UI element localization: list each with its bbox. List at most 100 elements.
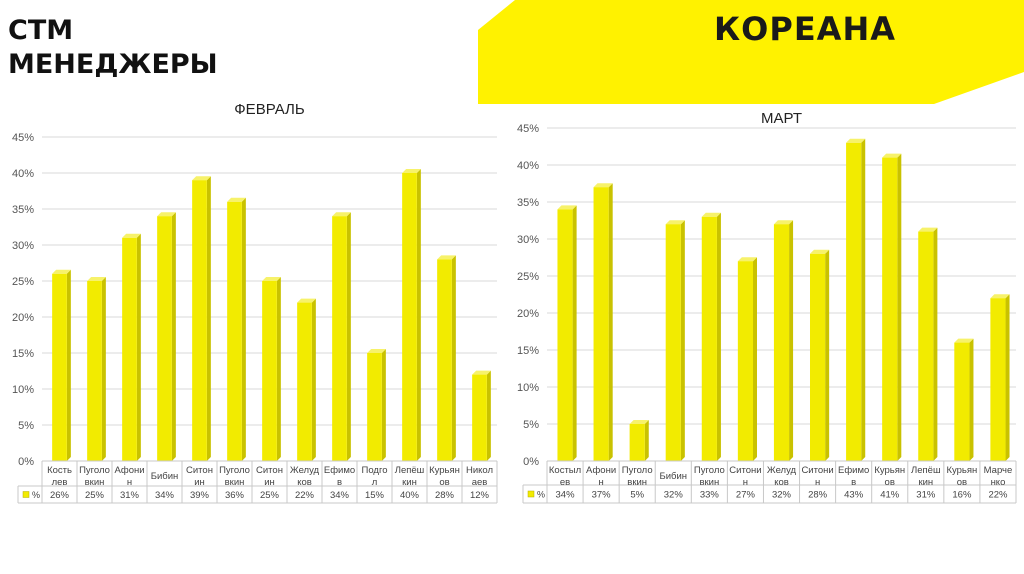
mar-bar-top	[882, 153, 902, 158]
feb-table-value: 25%	[85, 490, 105, 501]
mar-bar-face	[665, 224, 681, 461]
mar-bar-face	[593, 187, 609, 461]
mar-table-value: 43%	[844, 490, 864, 501]
mar-table-value: 41%	[880, 490, 900, 501]
mar-category-label: Желуд ков	[767, 465, 797, 488]
mar-bar-top	[773, 220, 794, 225]
mar-ytick-label: 25%	[517, 271, 539, 283]
feb-table-value: 15%	[365, 490, 385, 501]
page-title-line1: СТМ	[8, 15, 74, 46]
mar-category-label: Бибин	[659, 471, 687, 482]
mar-bar-top	[701, 212, 721, 217]
mar-ytick-label: 5%	[523, 419, 539, 431]
feb-bar-top	[192, 176, 211, 181]
feb-table-value: 25%	[260, 490, 280, 501]
feb-bar	[402, 169, 421, 461]
feb-category-label: Ситон ин	[186, 465, 213, 488]
feb-bar-side	[346, 212, 351, 461]
mar-bar	[954, 338, 974, 461]
feb-bar-top	[227, 197, 246, 202]
feb-ytick-label: 0%	[18, 456, 34, 468]
feb-bar-face	[437, 259, 452, 461]
feb-bar	[122, 233, 141, 461]
mar-bar-top	[665, 220, 685, 225]
feb-bar	[227, 197, 246, 462]
mar-legend-key	[527, 490, 535, 498]
feb-ytick-label: 40%	[12, 168, 34, 180]
mar-category-label: Ситони н	[801, 465, 833, 488]
feb-bar-top	[52, 269, 71, 274]
mar-category-label: Курьян ов	[946, 465, 977, 488]
feb-bar-side	[381, 349, 386, 461]
mar-title: МАРТ	[761, 110, 802, 127]
mar-bar-side	[752, 257, 757, 461]
feb-bar-face	[262, 281, 277, 461]
mar-bar	[737, 257, 757, 461]
mar-bar	[665, 220, 685, 461]
mar-bar-top	[990, 294, 1010, 299]
feb-ytick-label: 30%	[12, 240, 34, 252]
feb-bar	[192, 176, 211, 461]
feb-bar-top	[367, 349, 386, 353]
mar-bar-top	[593, 183, 613, 188]
mar-table-value: 34%	[556, 490, 576, 501]
feb-bar-face	[297, 302, 312, 461]
mar-bar-side	[933, 227, 938, 461]
mar-ytick-label: 0%	[523, 456, 539, 468]
mar-bar-side	[825, 249, 830, 461]
mar-bar	[773, 220, 794, 461]
feb-ytick-label: 10%	[12, 384, 34, 396]
feb-ytick-label: 35%	[12, 204, 34, 216]
feb-category-label: Подго л	[362, 465, 388, 488]
feb-bar-side	[66, 269, 71, 461]
feb-bar-face	[472, 374, 487, 461]
mar-bar-side	[897, 153, 902, 461]
feb-bar	[157, 212, 176, 461]
feb-bar-side	[311, 298, 316, 461]
mar-ytick-label: 40%	[517, 160, 539, 172]
chart-february: ФЕВРАЛЬ 0% 5% 10% 15% 20% 25% 30% 35% 40% 45% Кость…	[0, 95, 500, 515]
mar-bar-top	[737, 257, 757, 262]
mar-bar-face	[918, 231, 934, 461]
mar-bar-top	[918, 227, 938, 232]
mar-table-value: 32%	[772, 490, 792, 501]
feb-table-value: 12%	[470, 490, 490, 501]
mar-bar	[990, 294, 1010, 461]
feb-bar-side	[171, 212, 176, 461]
yellow-banner	[478, 0, 1024, 104]
mar-table-value: 5%	[630, 490, 644, 501]
mar-category-label: Лепёш кин	[911, 465, 941, 488]
mar-bar-side	[861, 138, 866, 462]
feb-bar-top	[472, 370, 491, 375]
feb-ytick-label: 5%	[18, 420, 34, 432]
mar-bar-side	[608, 183, 613, 461]
mar-bar	[918, 227, 938, 461]
mar-bar-side	[716, 212, 721, 461]
feb-table-value: 28%	[435, 490, 455, 501]
feb-bar	[367, 349, 386, 461]
feb-bar	[297, 298, 316, 461]
feb-category-label: Ефимо в	[324, 465, 355, 488]
feb-bar	[437, 255, 456, 461]
feb-category-label: Курьян ов	[429, 465, 460, 488]
mar-bar-face	[810, 253, 826, 461]
mar-bar-side	[969, 338, 974, 461]
chart-march-svg: МАРТ 0% 5% 10% 15% 20% 25% 30% 35% 40% 45% Костыл ев…	[517, 110, 1017, 504]
page-title-line2: МЕНЕДЖЕРЫ	[8, 49, 218, 80]
mar-bar	[810, 249, 830, 461]
mar-ytick-label: 45%	[517, 123, 539, 135]
feb-legend-key	[22, 491, 30, 498]
feb-bar-side	[206, 176, 211, 461]
mar-legend-label: %	[537, 490, 545, 500]
feb-ytick-label: 25%	[12, 276, 34, 288]
mar-bar-face	[773, 224, 790, 461]
chart-february-svg: ФЕВРАЛЬ 0% 5% 10% 15% 20% 25% 30% 35% 40% 45% Кость…	[12, 101, 498, 504]
feb-table-value: 22%	[295, 490, 315, 501]
mar-bar-face	[846, 142, 862, 462]
feb-bar-top	[157, 212, 176, 217]
feb-bar	[262, 277, 281, 461]
feb-table-value: 26%	[50, 490, 70, 501]
mar-category-label: Марче нко	[984, 465, 1013, 488]
feb-table-value: 31%	[120, 490, 140, 501]
mar-table-value: 31%	[916, 490, 936, 501]
